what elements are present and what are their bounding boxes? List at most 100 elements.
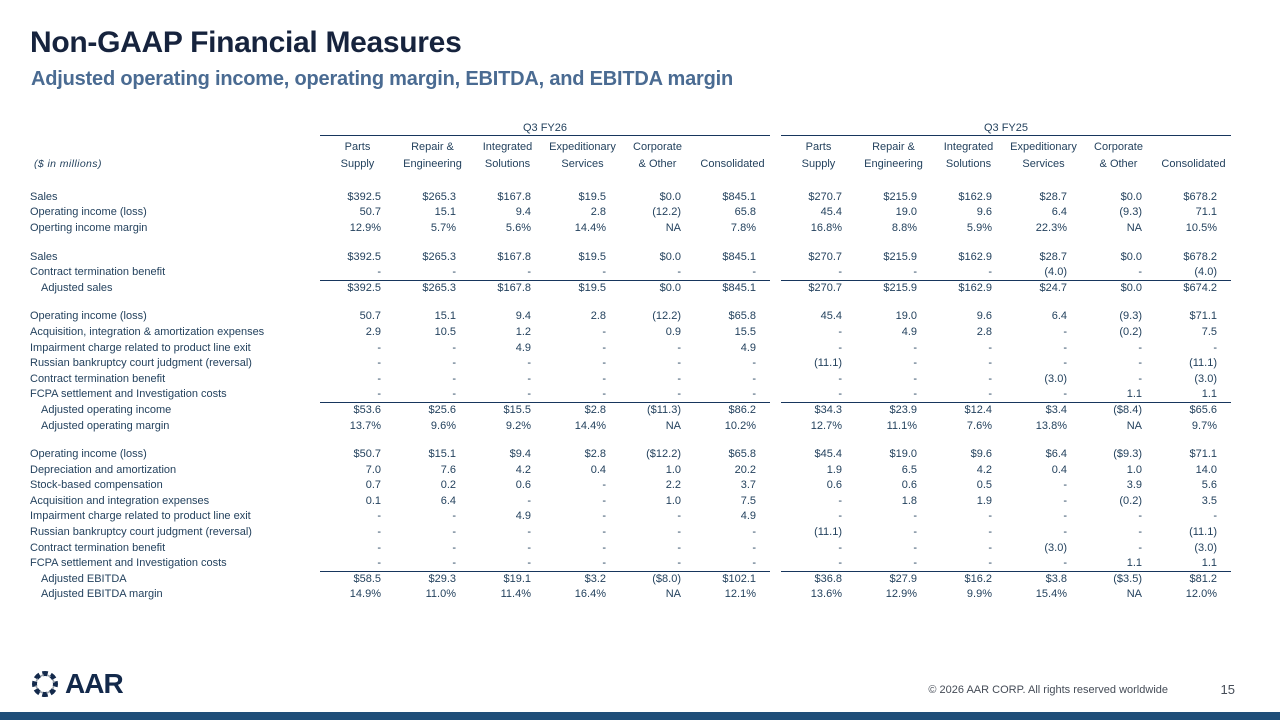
value-cell: (9.3) [1119,206,1142,219]
value-cell: - [602,494,606,507]
column-header: Expeditionary Services [1006,139,1081,172]
value-cell: - [677,266,681,279]
value-cell: 14.4% [574,221,606,234]
value-cell: NA [665,419,681,432]
table-row: Acquisition, integration & amortization … [30,324,1242,340]
value-cell: $34.3 [814,404,842,417]
value-cell: 0.1 [365,494,381,507]
column-header-line1: Integrated [943,141,994,153]
column-header-line1: Integrated [482,141,533,153]
value-cell: - [677,357,681,370]
value-cell: 2.8 [590,206,606,219]
value-cell: $215.9 [883,250,917,263]
table-row: Stock-based compensation 0.7 0.2 0.6 - 2.2 3.7… [30,478,1242,494]
value-cell: 9.7% [1191,419,1217,432]
value-cell: - [377,357,381,370]
value-cell: $9.6 [970,448,992,461]
table-section: Sales $392.5 $265.3 $167.8 $19.5 $0.0 $845.1 $2… [30,249,1242,296]
value-cell: - [913,357,917,370]
value-cell: 4.9 [515,341,531,354]
copyright-text: © 2026 AAR CORP. All rights reserved wor… [928,684,1168,696]
value-cell: 15.5 [734,325,756,338]
table-row: Depreciation and amortization 7.0 7.6 4.2 0.… [30,462,1242,478]
group-gap [770,493,781,509]
value-cell: $270.7 [808,190,842,203]
group-gap [770,509,781,525]
value-cell: $3.8 [1045,573,1067,586]
value-cell: - [452,557,456,570]
row-label: Adjusted sales [41,281,113,294]
value-cell: - [988,557,992,570]
value-cell: $678.2 [1183,190,1217,203]
value-cell: - [1063,557,1067,570]
value-cell: $86.2 [728,404,756,417]
value-cell: - [602,510,606,523]
value-cell: - [452,388,456,401]
value-cell: 1.1 [1201,557,1217,570]
aar-turbine-icon [30,669,60,699]
value-cell: $270.7 [808,250,842,263]
value-cell: 4.9 [901,325,917,338]
value-cell: 6.4 [440,494,456,507]
value-cell: $6.4 [1045,448,1067,461]
value-cell: 10.5% [1185,221,1217,234]
value-cell: $167.8 [497,190,531,203]
value-cell: 13.6% [810,588,842,601]
value-cell: $65.8 [728,310,756,323]
column-headers: Parts Supply Repair & Engineering Integrated… [781,139,1231,172]
value-cell: - [377,526,381,539]
value-cell: 0.5 [976,479,992,492]
value-cell: 45.4 [820,310,842,323]
value-cell: - [377,510,381,523]
value-cell: 15.1 [434,310,456,323]
value-cell: - [1063,494,1067,507]
column-group-q3-fy26: Q3 FY26 Parts Supply Repair & Engineering Int… [320,122,770,172]
table-row: Contract termination benefit - - - - - - - - - (3.… [30,371,1242,387]
group-gap [770,462,781,478]
value-cell: $58.5 [353,573,381,586]
value-cell: - [838,494,842,507]
row-label: Acquisition and integration expenses [30,494,210,507]
row-label: Impairment charge related to product lin… [30,341,251,354]
row-label: Operating income (loss) [30,448,147,461]
value-cell: 7.8% [730,221,756,234]
value-cell: $0.0 [1120,250,1142,263]
row-label: Adjusted operating income [41,403,172,416]
value-cell: $167.8 [497,250,531,263]
value-cell: - [452,357,456,370]
group-gap [770,478,781,494]
value-cell: $102.1 [722,573,756,586]
value-cell: - [913,266,917,279]
value-cell: $25.6 [428,404,456,417]
column-header-line1: Corporate [1094,141,1143,153]
column-header: Integrated Solutions [470,139,545,172]
value-cell: $2.8 [584,404,606,417]
value-cell: $215.9 [883,190,917,203]
value-cell: - [527,266,531,279]
value-cell: 9.9% [966,588,992,601]
value-cell: - [527,388,531,401]
value-cell: ($9.3) [1113,448,1142,461]
value-cell: $50.7 [353,448,381,461]
value-group: $53.6 $25.6 $15.5 $2.8 ($11.3) $86.2 [320,402,770,418]
row-label: Russian bankruptcy court judgment (rever… [30,526,252,539]
value-cell: - [1063,341,1067,354]
value-cell: - [452,266,456,279]
value-cell: - [677,372,681,385]
column-header-line2: Consolidated [700,157,765,170]
value-cell: 16.8% [810,221,842,234]
value-group: - - 4.9 - - 4.9 [320,509,770,525]
value-cell: (11.1) [1189,357,1217,370]
table-row: Operting income margin 12.9% 5.7% 5.6% 14.4%… [30,220,1242,236]
value-group: $270.7 $215.9 $162.9 $28.7 $0.0 $678.2 [781,249,1231,265]
group-gap [770,280,781,296]
value-cell: 14.4% [574,419,606,432]
value-cell: (12.2) [652,206,681,219]
value-cell: $392.5 [347,250,381,263]
value-cell: - [1063,388,1067,401]
value-cell: - [527,494,531,507]
value-cell: 13.7% [349,419,381,432]
table-row: Adjusted sales $392.5 $265.3 $167.8 $19.5 $0.… [30,279,1242,296]
value-cell: - [838,510,842,523]
value-cell: $81.2 [1189,573,1217,586]
